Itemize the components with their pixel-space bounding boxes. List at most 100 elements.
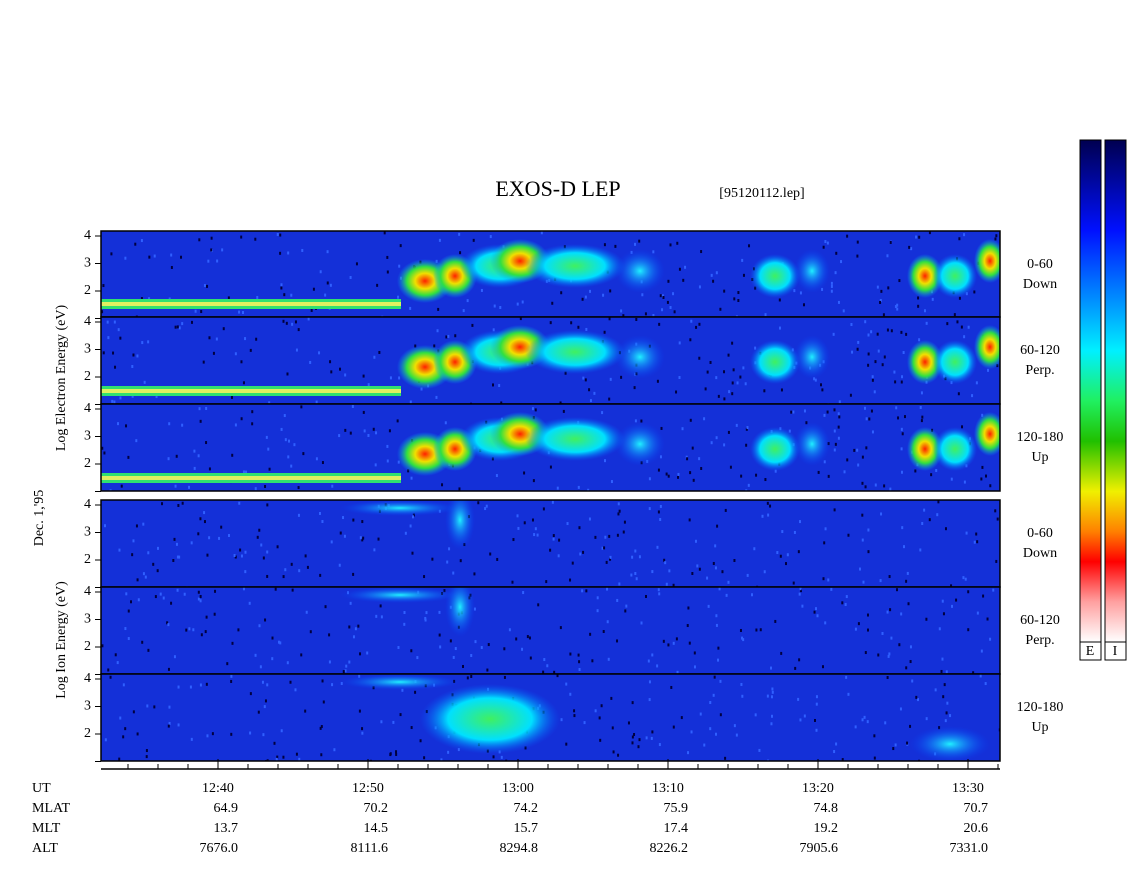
noise [477,501,480,505]
noise [659,455,662,459]
noise [745,489,748,491]
noise [675,390,678,394]
noise [735,315,738,317]
noise [309,360,312,364]
noise [553,670,556,674]
noise [380,720,383,724]
noise [950,477,953,481]
noise [559,401,562,404]
noise [349,601,352,605]
noise [980,649,983,653]
noise [724,756,727,760]
noise [531,518,534,522]
noise [493,304,496,308]
noise [127,637,130,641]
noise [602,630,605,634]
noise [900,380,903,384]
noise [423,575,426,579]
noise [879,298,882,302]
noise [659,517,662,521]
noise [361,727,364,731]
noise [560,291,563,295]
noise [945,711,948,715]
noise [652,314,655,317]
noise [667,474,670,478]
noise [686,624,689,628]
noise [205,441,208,445]
noise [751,593,754,597]
noise [732,368,735,372]
noise [689,471,692,475]
intensity-patch [933,254,977,298]
noise [658,322,661,326]
noise [943,683,946,687]
noise [608,397,611,401]
noise [797,697,800,701]
noise [392,720,395,724]
panel-direction: Perp. [1025,363,1054,378]
noise [206,734,209,738]
noise [578,526,581,530]
colorbar [1079,139,1102,643]
noise [648,477,651,481]
noise [516,514,519,518]
noise [666,300,669,304]
noise [942,612,945,616]
noise [244,570,247,574]
noise [326,250,329,254]
noise [298,757,301,761]
noise [230,679,233,683]
noise [438,238,441,242]
noise [282,755,285,759]
noise [556,486,559,490]
noise [349,276,352,280]
noise [967,325,970,329]
noise [838,415,841,419]
noise [776,551,779,555]
noise [446,560,449,564]
noise [376,283,379,287]
noise [230,395,233,399]
noise [208,336,211,340]
noise [328,633,331,637]
noise [474,640,477,644]
noise [609,289,612,293]
noise [517,526,520,530]
noise [359,652,362,656]
noise [372,427,375,431]
noise [321,461,324,465]
intensity-patch [750,427,800,471]
noise [489,552,492,556]
panel-direction: Up [1031,720,1048,735]
noise [864,485,867,489]
noise [610,480,613,484]
intensity-patch [750,340,800,384]
noise [994,237,997,241]
noise [900,427,903,431]
noise [552,534,555,538]
noise [142,572,145,576]
noise [321,519,324,523]
noise [835,742,838,746]
noise [706,576,709,580]
noise [489,235,492,239]
noise [899,707,902,711]
noise [822,577,825,581]
noise [890,636,893,640]
noise [618,582,621,586]
noise [240,417,243,421]
noise [754,346,757,350]
noise [214,589,217,593]
noise [578,660,581,664]
noise [242,587,245,591]
noise [286,661,289,665]
noise [607,657,610,661]
noise [670,685,673,689]
noise [266,550,269,554]
intensity-patch [974,325,1000,369]
spectrogram-panel: 2 3 4 [84,228,1001,319]
noise [735,423,738,427]
noise [735,733,738,737]
noise [291,322,294,326]
noise [200,310,203,314]
